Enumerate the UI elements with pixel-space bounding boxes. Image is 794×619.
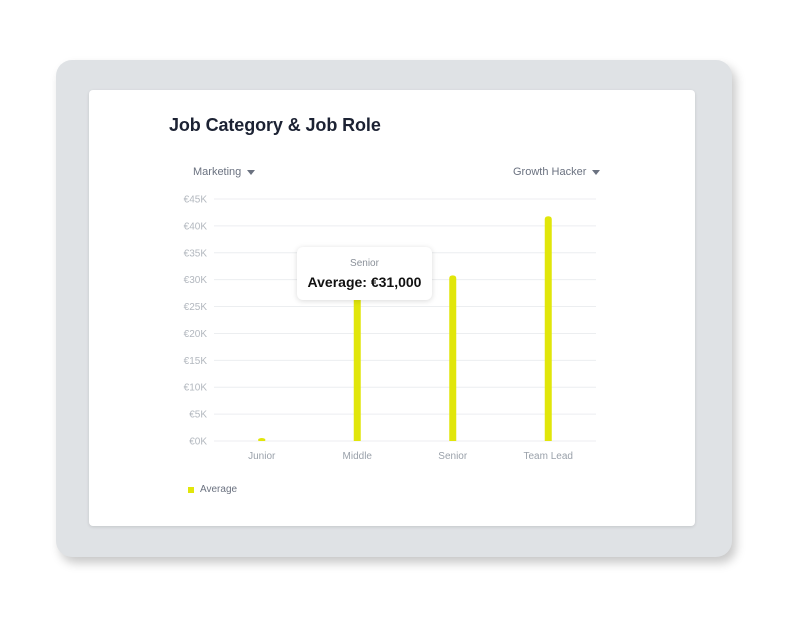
bar-junior[interactable] xyxy=(258,438,266,441)
x-tick-label: Middle xyxy=(343,451,373,462)
bar-senior[interactable] xyxy=(449,275,457,441)
y-tick-label: €30K xyxy=(184,275,208,286)
y-tick-label: €25K xyxy=(184,302,208,313)
bar-team-lead[interactable] xyxy=(544,216,552,441)
chart-tooltip: Senior Average: €31,000 xyxy=(297,247,432,300)
job-category-dropdown[interactable]: Marketing xyxy=(193,166,256,178)
legend-label: Average xyxy=(200,484,238,495)
x-tick-label: Team Lead xyxy=(524,451,573,462)
tooltip-category: Senior xyxy=(350,258,379,269)
y-tick-label: €10K xyxy=(184,383,208,394)
x-tick-label: Junior xyxy=(248,451,276,462)
job-category-value: Marketing xyxy=(193,166,242,178)
y-tick-label: €35K xyxy=(184,248,208,259)
y-tick-label: €15K xyxy=(184,356,208,367)
y-tick-label: €0K xyxy=(189,437,207,448)
job-role-value: Growth Hacker xyxy=(513,166,587,178)
bar-middle[interactable] xyxy=(353,295,361,441)
chart-title: Job Category & Job Role xyxy=(169,115,381,135)
y-tick-label: €40K xyxy=(184,221,208,232)
job-role-dropdown[interactable]: Growth Hacker xyxy=(513,166,601,178)
tooltip-value: Average: €31,000 xyxy=(307,274,422,290)
x-tick-label: Senior xyxy=(438,451,468,462)
y-tick-label: €20K xyxy=(184,329,208,340)
chevron-down-icon xyxy=(247,169,256,175)
y-tick-label: €45K xyxy=(184,195,208,206)
chart-card xyxy=(89,90,695,526)
legend-swatch xyxy=(188,486,194,493)
chevron-down-icon xyxy=(592,169,601,175)
y-tick-label: €5K xyxy=(189,410,207,421)
chart-legend[interactable]: Average xyxy=(188,484,237,495)
